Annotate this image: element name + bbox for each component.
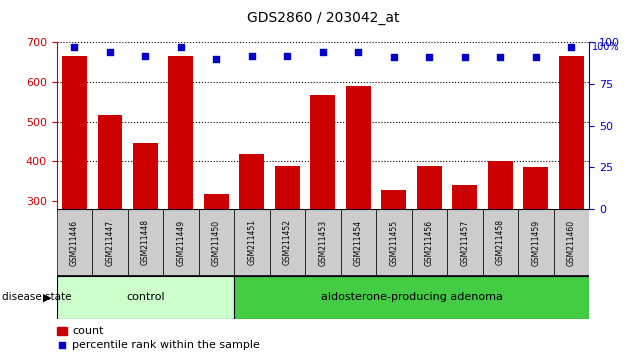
Bar — [524, 167, 548, 209]
Text: percentile rank within the sample: percentile rank within the sample — [72, 340, 260, 350]
Text: GSM211460: GSM211460 — [567, 219, 576, 266]
Bar — [452, 185, 478, 209]
Bar — [311, 95, 335, 209]
Bar — [341, 209, 376, 276]
Bar — [346, 86, 371, 209]
Text: GSM211447: GSM211447 — [105, 219, 115, 266]
Point — [212, 56, 222, 62]
Bar — [417, 166, 442, 209]
Point — [530, 55, 541, 60]
Text: disease state: disease state — [2, 292, 71, 302]
Text: 100%: 100% — [592, 42, 620, 52]
Bar — [98, 115, 122, 209]
Bar — [447, 209, 483, 276]
Point — [460, 55, 470, 60]
Bar — [411, 209, 447, 276]
Text: GSM211453: GSM211453 — [318, 219, 328, 266]
Bar — [381, 190, 406, 209]
Point — [425, 55, 435, 60]
Text: GSM211448: GSM211448 — [141, 219, 150, 266]
Bar — [198, 209, 234, 276]
Point — [389, 55, 399, 60]
Text: aldosterone-producing adenoma: aldosterone-producing adenoma — [321, 292, 503, 302]
Bar — [305, 209, 341, 276]
Point — [105, 50, 115, 55]
Bar — [376, 209, 411, 276]
Text: GSM211459: GSM211459 — [531, 219, 541, 266]
Text: GSM211457: GSM211457 — [461, 219, 469, 266]
Bar — [518, 209, 554, 276]
Text: GDS2860 / 203042_at: GDS2860 / 203042_at — [246, 11, 399, 25]
Bar — [133, 143, 158, 209]
Text: control: control — [126, 292, 164, 302]
Point — [140, 53, 151, 59]
Bar — [554, 209, 589, 276]
Text: count: count — [72, 326, 104, 336]
Bar — [57, 276, 234, 319]
Bar — [275, 166, 300, 209]
Point — [353, 50, 364, 55]
Bar — [488, 161, 513, 209]
Point — [282, 53, 292, 59]
Text: GSM211450: GSM211450 — [212, 219, 221, 266]
Bar — [128, 209, 163, 276]
Bar — [57, 209, 92, 276]
Text: GSM211446: GSM211446 — [70, 219, 79, 266]
Bar — [270, 209, 305, 276]
Bar — [62, 56, 87, 209]
Bar — [204, 194, 229, 209]
Bar — [168, 56, 193, 209]
Point — [247, 53, 257, 59]
Point — [566, 45, 576, 50]
Bar — [483, 209, 518, 276]
Text: GSM211454: GSM211454 — [354, 219, 363, 266]
Text: GSM211449: GSM211449 — [176, 219, 185, 266]
Text: GSM211451: GSM211451 — [248, 219, 256, 266]
Point — [495, 55, 505, 60]
Point — [69, 45, 79, 50]
Bar — [234, 276, 589, 319]
Bar — [239, 154, 265, 209]
Text: GSM211458: GSM211458 — [496, 219, 505, 266]
Bar — [234, 209, 270, 276]
Bar — [163, 209, 198, 276]
Text: GSM211455: GSM211455 — [389, 219, 398, 266]
Text: ▶: ▶ — [43, 292, 52, 302]
Text: GSM211456: GSM211456 — [425, 219, 434, 266]
Point — [176, 45, 186, 50]
Bar — [57, 327, 67, 335]
Point — [318, 50, 328, 55]
Text: GSM211452: GSM211452 — [283, 219, 292, 266]
Bar — [92, 209, 128, 276]
Bar — [559, 56, 584, 209]
